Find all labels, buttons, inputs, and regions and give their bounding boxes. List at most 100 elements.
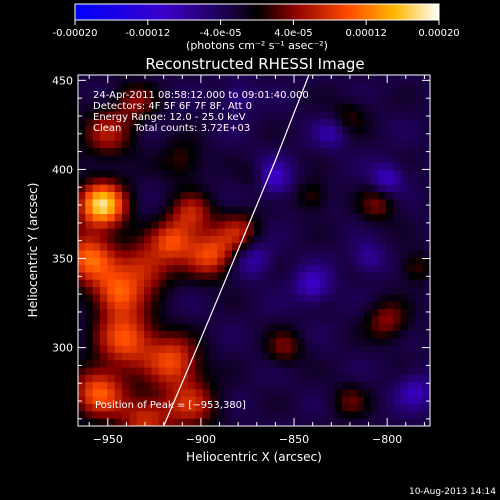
heatmap-cell [393,301,402,310]
heatmap-cell [320,235,328,244]
heatmap-cell [364,148,372,157]
heatmap-cell [188,192,196,200]
heatmap-cell [100,411,108,420]
annotation-time-range: 24-Apr-2011 08:58:12.000 to 09:01:40.000 [93,90,309,101]
heatmap-cell [290,323,299,332]
heatmap-cell [180,133,189,142]
heatmap-cell [92,89,101,98]
heatmap-cell [217,396,226,405]
heatmap-cell [114,96,123,105]
heatmap-cell [283,418,292,426]
heatmap-cell [78,162,86,171]
heatmap-cell [107,89,116,98]
heatmap-cell [364,301,372,310]
heatmap-cell [378,272,387,281]
heatmap-cell [144,374,152,383]
heatmap-cell [415,272,424,281]
heatmap-cell [378,96,387,105]
heatmap-cell [224,199,233,208]
heatmap-cell [415,250,424,259]
heatmap-cell [261,89,270,98]
heatmap-cell [224,418,233,426]
heatmap-cell [371,82,380,91]
heatmap-cell [276,155,284,164]
heatmap-cell [195,75,204,83]
heatmap-cell [224,279,233,288]
heatmap-cell [195,133,204,142]
heatmap-cell [246,352,255,361]
heatmap-cell [415,192,424,200]
heatmap-cell [312,228,321,237]
heatmap-cell [349,192,358,200]
heatmap-cell [298,301,306,310]
heatmap-cell [268,104,277,113]
heatmap-cell [268,235,277,244]
heatmap-cell [195,323,204,332]
heatmap-cell [283,75,292,83]
heatmap-cell [268,221,277,230]
heatmap-cell [180,96,189,105]
heatmap-cell [246,257,255,266]
heatmap-cell [144,89,152,98]
heatmap-cell [312,338,321,347]
heatmap-cell [261,418,270,426]
heatmap-cell [276,294,284,303]
heatmap-cell [85,177,94,186]
heatmap-cell [356,257,365,266]
heatmap-cell [283,104,292,113]
heatmap-cell [92,404,101,412]
heatmap-cell [422,382,430,391]
heatmap-cell [364,323,372,332]
heatmap-cell [107,177,116,186]
heatmap-cell [349,411,358,420]
heatmap-cell [166,126,174,135]
heatmap-cell [166,82,174,91]
heatmap-cell [290,184,299,193]
heatmap-cell [224,323,233,332]
heatmap-cell [327,213,336,222]
heatmap-cell [364,184,372,193]
heatmap-cell [239,338,248,347]
heatmap-cell [312,367,321,376]
heatmap-cell [136,96,145,105]
heatmap-cell [312,170,321,178]
heatmap-cell [415,345,424,354]
heatmap-cell [364,118,372,127]
heatmap-cell [276,243,284,252]
heatmap-cell [210,148,218,157]
heatmap-cell [356,345,365,354]
heatmap-cell [386,338,394,347]
heatmap-cell [100,374,108,383]
heatmap-cell [239,396,248,405]
heatmap-cell [136,206,145,215]
heatmap-cell [393,89,402,98]
heatmap-cell [180,374,189,383]
heatmap-cell [415,148,424,157]
heatmap-cell [100,338,108,347]
heatmap-cell [371,228,380,237]
heatmap-cell [246,404,255,412]
heatmap-cell [261,323,270,332]
heatmap-cell [386,221,394,230]
heatmap-cell [166,140,174,149]
heatmap-cell [378,404,387,412]
heatmap-cell [422,75,430,83]
heatmap-cell [195,272,204,281]
heatmap-cell [144,345,152,354]
heatmap-cell [173,287,182,295]
heatmap-cell [173,243,182,252]
heatmap-cell [246,75,255,83]
x-tick-label: −950 [93,433,123,446]
heatmap-cell [239,309,248,317]
heatmap-cell [276,228,284,237]
heatmap-cell [261,396,270,405]
heatmap-cell [232,360,240,369]
heatmap-cell [320,140,328,149]
heatmap-cell [85,323,94,332]
heatmap-cell [312,221,321,230]
y-axis-label: Heliocentric Y (arcsec) [26,183,40,318]
heatmap-cell [217,411,226,420]
heatmap-cell [166,338,174,347]
heatmap-cell [254,126,262,135]
heatmap-cell [166,382,174,391]
